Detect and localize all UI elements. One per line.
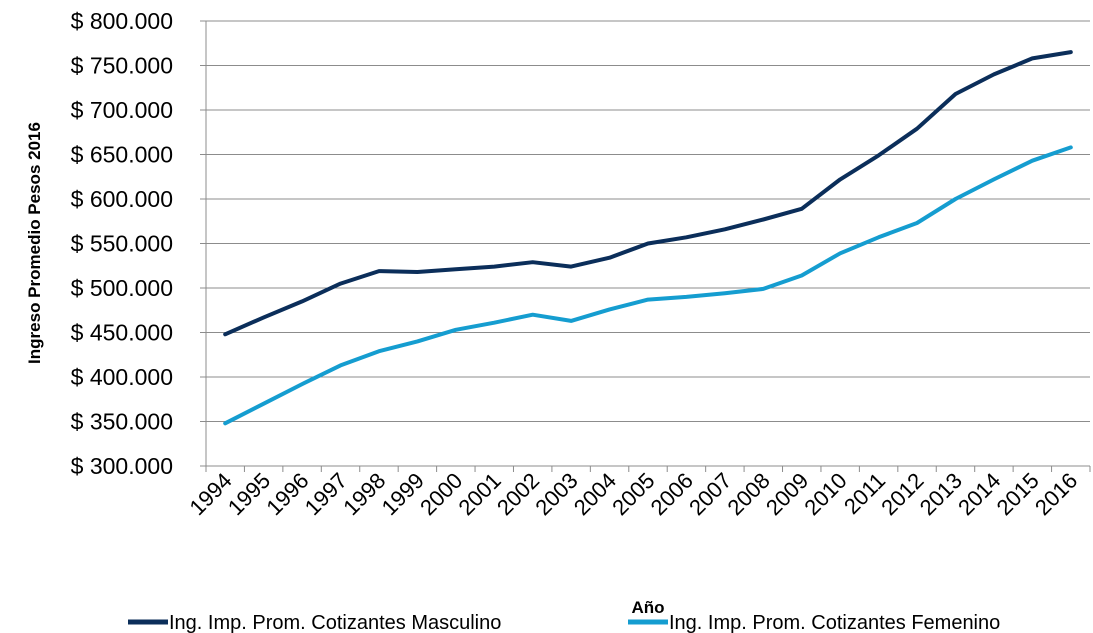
x-tick-label: 2014: [953, 468, 1005, 520]
series-line-masculino: [223, 50, 1073, 337]
x-tick-label: 2007: [684, 468, 736, 520]
x-tick-label: 2002: [492, 468, 544, 520]
x-tick-label: 2006: [646, 468, 698, 520]
y-axis-ticks: $ 300.000 $ 350.000 $ 400.000 $ 450.000 $ 50…: [71, 8, 173, 479]
x-tick-label: 2000: [415, 468, 467, 520]
x-tick-label: 1997: [300, 468, 352, 520]
x-tick-label: 2016: [1030, 468, 1082, 520]
y-tick-label: $ 550.000: [71, 231, 173, 257]
x-tick-label: 1996: [261, 468, 313, 520]
y-tick-label: $ 500.000: [71, 275, 173, 301]
y-tick-label: $ 650.000: [71, 142, 173, 168]
x-tick-label: 1998: [338, 468, 390, 520]
x-tick-label: 2015: [992, 468, 1044, 520]
series-lines: [223, 50, 1073, 426]
y-tick-label: $ 750.000: [71, 53, 173, 79]
y-tick-label: $ 600.000: [71, 186, 173, 212]
y-tick-label: $ 700.000: [71, 97, 173, 123]
x-tick-label: 2001: [454, 468, 506, 520]
x-axis-ticks: 1994199519961997199819992000200120022003…: [184, 468, 1082, 520]
y-axis-title: Ingreso Promedio Pesos 2016: [25, 122, 44, 364]
axes: [200, 20, 1091, 472]
y-tick-label: $ 800.000: [71, 8, 173, 34]
x-tick-label: 2009: [761, 468, 813, 520]
x-tick-label: 2010: [799, 468, 851, 520]
x-tick-label: 2011: [839, 468, 890, 519]
x-tick-label: 2004: [569, 468, 621, 520]
legend-label-masculino: Ing. Imp. Prom. Cotizantes Masculino: [169, 612, 501, 633]
gridlines: [206, 20, 1090, 422]
x-tick-label: 1999: [377, 468, 429, 520]
y-tick-label: $ 300.000: [71, 453, 173, 479]
x-tick-label: 2012: [876, 468, 928, 520]
x-tick-label: 2005: [607, 468, 659, 520]
x-tick-label: 1995: [223, 468, 275, 520]
x-tick-label: 1994: [184, 468, 236, 520]
x-tick-label: 2013: [915, 468, 967, 520]
y-tick-label: $ 450.000: [71, 320, 173, 346]
legend-label-femenino: Ing. Imp. Prom. Cotizantes Femenino: [669, 612, 1000, 633]
x-tick-label: 2008: [723, 468, 775, 520]
series-line-femenino: [223, 145, 1073, 426]
y-tick-label: $ 400.000: [71, 364, 173, 390]
legend: Ing. Imp. Prom. Cotizantes Masculino Ing.…: [128, 612, 1000, 633]
y-tick-label: $ 350.000: [71, 409, 173, 435]
x-axis-title: Año: [631, 598, 664, 617]
x-tick-label: 2003: [530, 468, 582, 520]
